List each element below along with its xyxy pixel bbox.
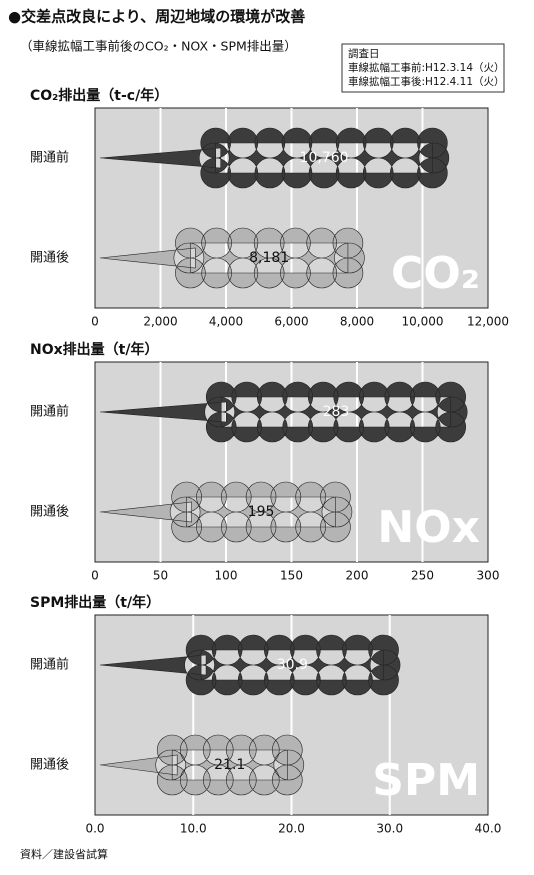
x-tick-label: 50 (153, 569, 168, 583)
x-tick-label: 20.0 (278, 822, 305, 836)
value-label: 10,760 (300, 150, 349, 166)
cloud-bar (99, 127, 450, 189)
value-label: 195 (248, 504, 275, 520)
x-tick-label: 10.0 (180, 822, 207, 836)
panel-title: SPM排出量（t/年） (30, 594, 160, 611)
cloud-bar (99, 227, 365, 289)
x-tick-label: 0 (91, 569, 99, 583)
watermark: SPM (372, 755, 480, 806)
cloud-bar (99, 734, 305, 796)
x-tick-label: 100 (215, 569, 238, 583)
value-label: 8,181 (249, 250, 289, 266)
x-tick-label: 40.0 (475, 822, 502, 836)
category-label: 開通後 (30, 251, 69, 266)
x-tick-label: 250 (411, 569, 434, 583)
x-tick-label: 10,000 (402, 315, 444, 329)
panel-title: NOx排出量（t/年） (30, 341, 158, 358)
source: 資料／建設省試算 (20, 847, 108, 861)
x-tick-label: 0 (91, 315, 99, 329)
cloud-bar (99, 634, 401, 696)
x-tick-label: 6,000 (274, 315, 308, 329)
x-tick-label: 0.0 (85, 822, 104, 836)
page-title: ●交差点改良により、周辺地域の環境が改善 (8, 8, 305, 26)
panel-title: CO₂排出量（t-c/年） (30, 87, 168, 104)
cloud-bar (99, 481, 353, 543)
category-label: 開通後 (30, 758, 69, 773)
category-label: 開通前 (30, 657, 69, 673)
page-subtitle: （車線拡幅工事前後のCO₂・NOX・SPM排出量） (20, 39, 297, 54)
category-label: 開通前 (30, 150, 69, 166)
value-label: 283 (323, 404, 350, 420)
watermark: CO₂ (391, 248, 480, 299)
x-tick-label: 2,000 (143, 315, 177, 329)
x-tick-label: 200 (346, 569, 369, 583)
watermark: NOx (377, 502, 480, 553)
value-label: 21.1 (214, 757, 245, 773)
x-tick-label: 300 (477, 569, 500, 583)
x-tick-label: 150 (280, 569, 303, 583)
category-label: 開通後 (30, 505, 69, 520)
survey-line: 車線拡幅工事後:H12.4.11（火） (348, 75, 505, 88)
x-tick-label: 30.0 (376, 822, 403, 836)
x-tick-label: 4,000 (209, 315, 243, 329)
cloud-bar (99, 381, 468, 443)
x-tick-label: 12,000 (467, 315, 509, 329)
value-label: 30.9 (277, 657, 308, 673)
survey-line: 車線拡幅工事前:H12.3.14（火） (348, 61, 505, 74)
category-label: 開通前 (30, 404, 69, 420)
survey-box (341, 43, 505, 93)
x-tick-label: 8,000 (340, 315, 374, 329)
survey-title: 調査日 (348, 47, 380, 60)
